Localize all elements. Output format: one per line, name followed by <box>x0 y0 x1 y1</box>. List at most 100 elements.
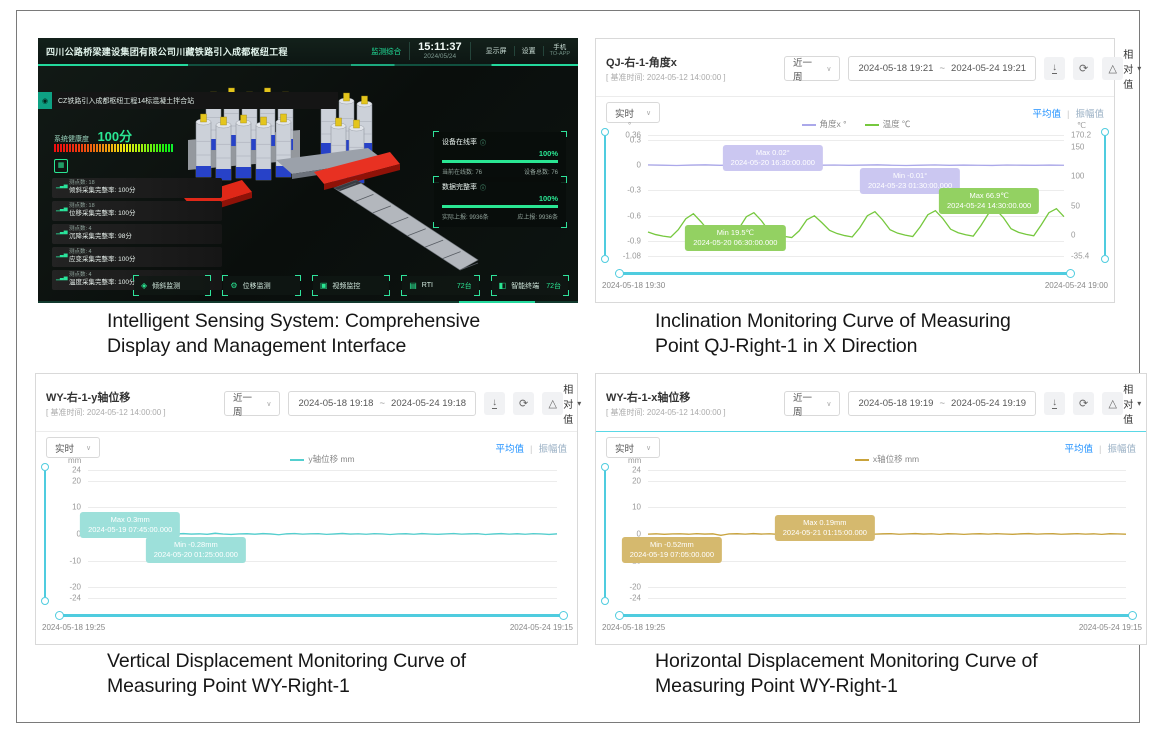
chevron-down-icon: ∨ <box>266 400 272 408</box>
slider-start-time: 2024-05-18 19:30 <box>602 281 666 290</box>
value-mode-dropdown[interactable]: 相对值 ▾ <box>563 381 581 426</box>
legend-item[interactable]: x轴位移 mm <box>854 454 919 464</box>
download-button[interactable]: ↓ <box>1044 392 1066 415</box>
realtime-select-value: 实时 <box>615 443 635 455</box>
range-select[interactable]: 近一周 ∨ <box>224 391 281 418</box>
monitor-overview-link[interactable]: 监测综合 <box>371 46 402 56</box>
download-button[interactable]: ↓ <box>1044 57 1066 80</box>
download-icon: ↓ <box>1052 397 1058 409</box>
toolbar-item[interactable]: ▣ 视频监控 <box>311 275 391 296</box>
screen-button[interactable]: 显示屏 <box>479 46 515 56</box>
refresh-button[interactable]: ⟳ <box>1073 392 1095 415</box>
average-value-link[interactable]: 平均值 <box>1064 443 1094 455</box>
alarm-button[interactable]: △ <box>1102 57 1124 80</box>
vertical-zoom-slider[interactable] <box>1100 128 1109 263</box>
value-mode-dropdown[interactable]: 相对值 ▾ <box>1123 381 1141 426</box>
alarm-button[interactable]: △ <box>542 392 564 415</box>
link-separator: | <box>530 443 533 455</box>
amplitude-value-link[interactable]: 振幅值 <box>1075 108 1104 120</box>
max-min-tooltip: Max 66.9℃ 2024-05-24 14:30:00.000 <box>938 188 1040 215</box>
tooltip-value: Min -0.28mm <box>173 539 218 549</box>
slider-end-time: 2024-05-24 19:00 <box>1044 281 1108 290</box>
tooltip-time: 2024-05-24 14:30:00.000 <box>946 201 1032 211</box>
right-axis-unit: ℃ <box>1077 121 1086 130</box>
legend-item[interactable]: 温度 ℃ <box>864 119 910 129</box>
realtime-select[interactable]: 实时 ∨ <box>46 437 101 458</box>
header-divider <box>596 96 1114 97</box>
toolbar-item[interactable]: ⚙ 位移监测 <box>222 275 301 296</box>
refresh-button[interactable]: ⟳ <box>513 392 535 415</box>
average-value-link[interactable]: 平均值 <box>1032 108 1062 120</box>
legend-item[interactable]: 角度x ° <box>801 119 847 129</box>
legend-item[interactable]: y轴位移 mm <box>290 454 355 464</box>
legend: x轴位移 mm <box>648 453 1126 465</box>
value-mode-dropdown[interactable]: 相对值 ▾ <box>1123 46 1141 91</box>
settings-button[interactable]: 设置 <box>515 46 544 56</box>
toolbar-item-count: 72台 <box>546 282 562 290</box>
axis-tick-label: -20 <box>629 582 641 592</box>
caption-horizontal-displacement: Horizontal Displacement Monitoring Curve… <box>655 650 1038 697</box>
download-button[interactable]: ↓ <box>484 392 506 415</box>
legend-swatch <box>864 123 879 126</box>
metric-list-item[interactable]: ▁▃▅ 测点数: 18 位移采集完整率: 100分 <box>52 201 222 221</box>
station-name: CZ铁路引入成都枢纽工程14标混凝土拌合站 <box>58 97 195 105</box>
amplitude-value-link[interactable]: 振幅值 <box>538 443 567 455</box>
link-separator: | <box>1067 108 1070 120</box>
axis-tick-label: 20 <box>632 476 641 486</box>
device-icon: ◧ <box>498 281 507 290</box>
series-lines <box>648 470 1126 598</box>
horizontal-zoom-slider[interactable] <box>615 268 1075 278</box>
axis-tick-label: 0 <box>76 529 81 539</box>
horizontal-displacement-chart-slot: WY-右-1-x轴位移 [ 基准时间: 2024-05-12 14:00:00 ]… <box>595 373 1147 645</box>
caption-dashboard: Intelligent Sensing System: Comprehensiv… <box>107 310 481 357</box>
axis-tick-label: 20 <box>72 476 81 486</box>
vertical-zoom-slider[interactable] <box>600 128 609 263</box>
left-axis-unit: mm <box>628 456 642 465</box>
tooltip-value: Min 19.5℃ <box>716 227 754 237</box>
range-select[interactable]: 近一周 ∨ <box>784 56 841 83</box>
average-value-link[interactable]: 平均值 <box>495 443 525 455</box>
slider-end-time: 2024-05-24 19:15 <box>1078 623 1142 632</box>
station-bar[interactable]: ◉ CZ铁路引入成都枢纽工程14标混凝土拌合站 <box>38 92 338 109</box>
axis-tick-label: -0.6 <box>627 211 641 221</box>
gridline <box>648 598 1126 599</box>
metric-list-item[interactable]: ▁▃▅ 测点数: 18 倾斜采集完整率: 100分 <box>52 178 222 198</box>
realtime-select[interactable]: 实时 ∨ <box>606 102 661 123</box>
date-range-input[interactable]: 2024-05-18 19:21 ~2024-05-24 19:21 <box>848 56 1037 81</box>
metric-main-label: 倾斜采集完整率: 100分 <box>69 187 136 194</box>
vertical-zoom-slider[interactable] <box>600 463 609 605</box>
horizontal-zoom-slider[interactable] <box>615 610 1137 620</box>
range-select[interactable]: 近一周 ∨ <box>784 391 841 418</box>
toolbar-item[interactable]: ▤ RTI 72台 <box>401 275 480 296</box>
plot-area: 角度x ° 温度 ℃ ° ℃ 0.36 0.3 0 -0.3 -0.6 -0.9 -1.08 170.… <box>600 119 1109 290</box>
metric-list-item[interactable]: ▁▃▅ 测点数: 4 沉降采集完整率: 98分 <box>52 224 222 244</box>
axis-tick-label: 0 <box>636 160 641 170</box>
date-range-input[interactable]: 2024-05-18 19:18 ~2024-05-24 19:18 <box>288 391 477 416</box>
mobile-app-button[interactable]: 手机 TO-APP <box>549 44 570 57</box>
axis-tick-label: 0 <box>636 529 641 539</box>
realtime-select[interactable]: 实时 ∨ <box>606 437 661 458</box>
online-count: 当前在线数: 76 <box>442 170 483 176</box>
tooltip-time: 2024-05-19 07:45:00.000 <box>88 525 173 535</box>
gridline <box>648 470 1126 471</box>
horizontal-zoom-slider[interactable] <box>55 610 568 620</box>
vertical-displacement-chart-slot: WY-右-1-y轴位移 [ 基准时间: 2024-05-12 14:00:00 ]… <box>35 373 581 645</box>
metric-list-item[interactable]: ▁▃▅ 测点数: 4 应变采集完整率: 100分 <box>52 247 222 267</box>
station-icon: ◉ <box>38 92 52 109</box>
chevron-down-icon: ∨ <box>646 444 652 452</box>
tooltip-time: 2024-05-20 01:25:00.000 <box>153 549 238 559</box>
refresh-button[interactable]: ⟳ <box>1073 57 1095 80</box>
date-range-input[interactable]: 2024-05-18 19:19 ~2024-05-24 19:19 <box>848 391 1037 416</box>
system-health: 系统健康度 100分 <box>54 126 132 146</box>
tooltip-time: 2024-05-23 01:30:00.000 <box>867 180 953 190</box>
vertical-zoom-slider[interactable] <box>40 463 49 605</box>
gridline <box>648 140 1064 142</box>
layers-icon[interactable]: ▦ <box>54 159 68 173</box>
toolbar-item[interactable]: ◈ 倾斜监测 <box>133 275 212 296</box>
toolbar-item-label: 视频监控 <box>332 282 361 290</box>
toolbar-item[interactable]: ◧ 智能终端 72台 <box>490 275 570 296</box>
alarm-button[interactable]: △ <box>1102 392 1124 415</box>
amplitude-value-link[interactable]: 振幅值 <box>1107 443 1136 455</box>
metric-sub-label: 测点数: 4 <box>69 272 92 278</box>
calendar-icon: ▤ <box>409 281 417 290</box>
